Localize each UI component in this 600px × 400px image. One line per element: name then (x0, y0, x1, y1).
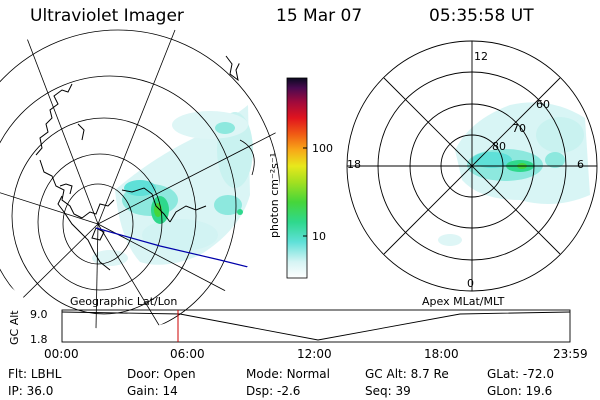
polar-grid (346, 40, 598, 292)
colorbar: 100 10 photon cm⁻²s⁻¹ (268, 77, 333, 279)
timeline-xtick-0000: 00:00 (44, 347, 79, 361)
info-mode: Mode: Normal (246, 367, 330, 381)
instrument-title: Ultraviolet Imager (30, 6, 184, 26)
info-glon: GLon: 19.6 (487, 384, 553, 398)
left-aurora-emission (92, 105, 253, 266)
mlt-label-18: 18 (347, 158, 361, 171)
mlt-label-6: 6 (577, 158, 584, 171)
right-aurora-emission (438, 102, 590, 246)
magnetic-caption: Apex MLat/MLT (422, 295, 505, 308)
timeline-ytick-bottom: 1.8 (30, 333, 48, 346)
timeline-ytick-top: 9.0 (30, 308, 48, 321)
timeline-xtick-2359: 23:59 (553, 347, 588, 361)
magnetic-polar-plot: 12 18 6 0 60 70 80 (346, 40, 598, 292)
mlt-label-12: 12 (474, 50, 488, 63)
timeline-xtick-1800: 18:00 (424, 347, 459, 361)
timeline-xtick-1200: 12:00 (297, 347, 332, 361)
info-gc-alt: GC Alt: 8.7 Re (365, 367, 449, 381)
info-glat: GLat: -72.0 (487, 367, 554, 381)
timeline-xtick-0600: 06:00 (170, 347, 205, 361)
geographic-caption: Geographic Lat/Lon (70, 295, 177, 308)
altitude-timeline: GC Alt 9.0 1.8 00:00 06:00 12:00 18:00 2… (8, 308, 588, 361)
coastlines (35, 55, 241, 271)
date-label: 15 Mar 07 (276, 6, 363, 26)
info-door: Door: Open (127, 367, 196, 381)
time-label: 05:35:58 UT (429, 6, 534, 26)
info-seq: Seq: 39 (365, 384, 411, 398)
colorbar-tick-100: 100 (312, 142, 333, 155)
geographic-map (0, 19, 280, 330)
colorbar-scale (286, 77, 308, 279)
info-dsp: Dsp: -2.6 (246, 384, 301, 398)
colorbar-unit-label: photon cm⁻²s⁻¹ (268, 153, 281, 238)
timeline-axis-label: GC Alt (8, 310, 21, 345)
info-gain: Gain: 14 (127, 384, 178, 398)
timeline-frame (61, 309, 571, 343)
mlt-label-0: 0 (467, 277, 474, 290)
mlat-label-70: 70 (512, 122, 526, 135)
altitude-curve (61, 311, 571, 341)
info-ip: IP: 36.0 (8, 384, 54, 398)
colorbar-tick-10: 10 (312, 230, 326, 243)
mlat-label-60: 60 (536, 98, 550, 111)
mlat-label-80: 80 (492, 140, 506, 153)
info-filter: Flt: LBHL (8, 367, 62, 381)
